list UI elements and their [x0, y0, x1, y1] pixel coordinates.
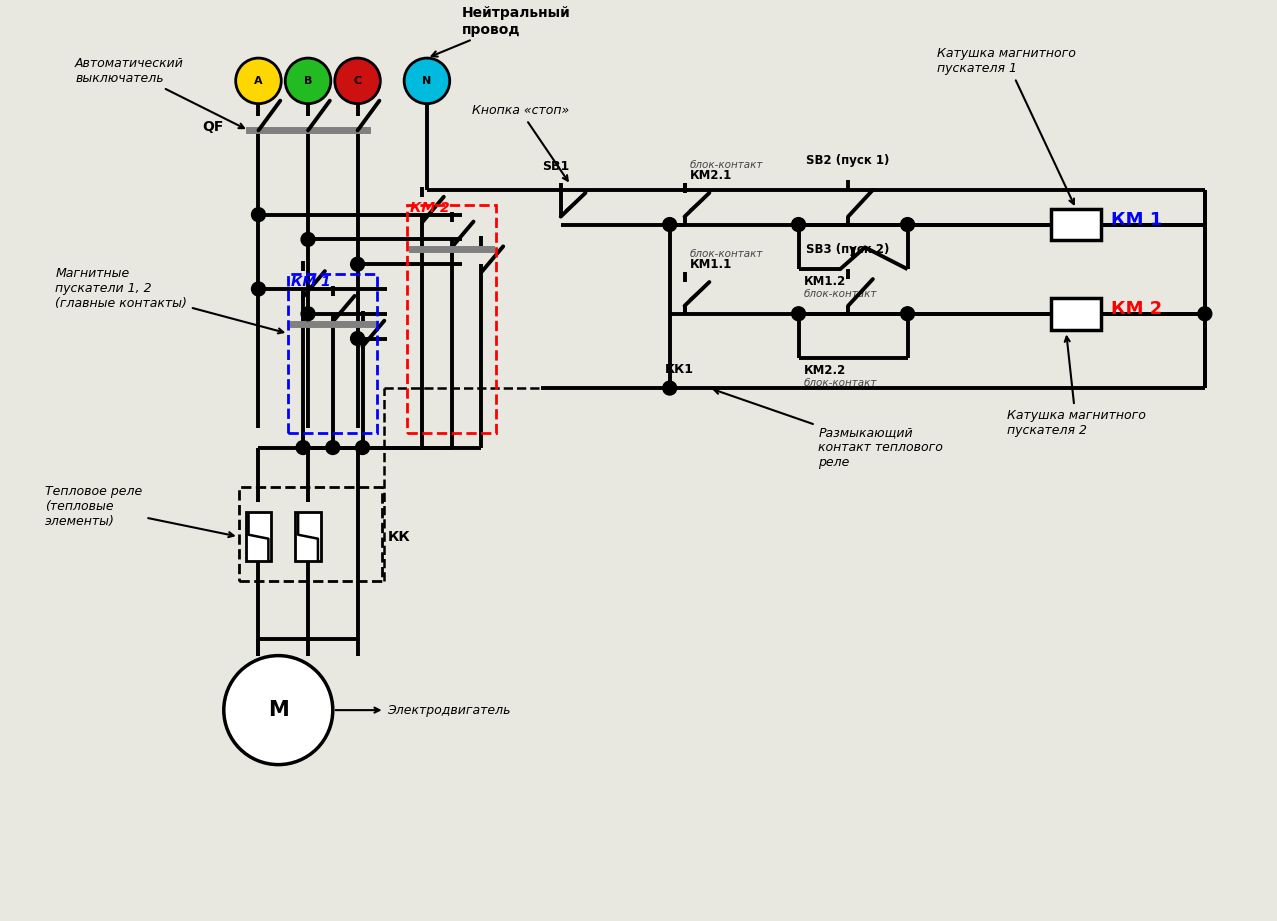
Text: КМ 2: КМ 2 — [1111, 300, 1162, 318]
Circle shape — [296, 440, 310, 454]
Circle shape — [223, 656, 333, 764]
Text: Катушка магнитного
пускателя 2: Катушка магнитного пускателя 2 — [1006, 337, 1145, 437]
Circle shape — [404, 58, 450, 104]
Circle shape — [326, 440, 340, 454]
Circle shape — [351, 332, 364, 345]
Circle shape — [900, 217, 914, 231]
Circle shape — [335, 58, 381, 104]
Text: Кнопка «стоп»: Кнопка «стоп» — [471, 104, 568, 181]
Text: Тепловое реле
(тепловые
элементы): Тепловое реле (тепловые элементы) — [46, 485, 234, 537]
Bar — [289, 274, 378, 433]
Text: КК1: КК1 — [665, 363, 695, 376]
Circle shape — [663, 217, 677, 231]
Text: М: М — [268, 700, 289, 720]
Text: блок-контакт: блок-контакт — [690, 160, 762, 170]
Circle shape — [355, 440, 369, 454]
Circle shape — [351, 257, 364, 271]
Text: SB1: SB1 — [543, 160, 570, 173]
Text: A: A — [254, 76, 263, 86]
Bar — [239, 487, 382, 581]
Circle shape — [252, 208, 266, 222]
Bar — [295, 512, 321, 562]
Text: Нейтральный
провод: Нейтральный провод — [432, 6, 571, 56]
Circle shape — [792, 307, 806, 321]
Text: SB3 (пуск 2): SB3 (пуск 2) — [806, 243, 890, 256]
Bar — [1051, 297, 1101, 330]
Text: Электродвигатель: Электродвигатель — [336, 704, 511, 717]
Bar — [245, 512, 271, 562]
Circle shape — [285, 58, 331, 104]
Text: КМ2.1: КМ2.1 — [690, 169, 732, 182]
Circle shape — [301, 307, 315, 321]
Circle shape — [792, 217, 806, 231]
Bar — [1051, 209, 1101, 240]
Circle shape — [252, 282, 266, 296]
Text: N: N — [423, 76, 432, 86]
Text: SB2 (пуск 1): SB2 (пуск 1) — [806, 154, 890, 167]
Text: КК: КК — [387, 530, 410, 543]
Text: QF: QF — [203, 121, 223, 134]
Text: КМ1.1: КМ1.1 — [690, 258, 732, 271]
Text: блок-контакт: блок-контакт — [803, 379, 877, 388]
Circle shape — [301, 232, 315, 246]
Text: блок-контакт: блок-контакт — [690, 250, 762, 259]
Circle shape — [1198, 307, 1212, 321]
Text: B: B — [304, 76, 312, 86]
Circle shape — [663, 381, 677, 395]
Text: КМ 2: КМ 2 — [410, 201, 450, 215]
Text: блок-контакт: блок-контакт — [803, 289, 877, 299]
Text: КМ 1: КМ 1 — [291, 275, 331, 289]
Bar — [407, 204, 497, 433]
Text: C: C — [354, 76, 361, 86]
Text: Катушка магнитного
пускателя 1: Катушка магнитного пускателя 1 — [937, 47, 1077, 204]
Text: КМ 1: КМ 1 — [1111, 211, 1162, 228]
Text: КМ1.2: КМ1.2 — [803, 274, 845, 287]
Text: Магнитные
пускатели 1, 2
(главные контакты): Магнитные пускатели 1, 2 (главные контак… — [55, 267, 283, 333]
Text: Размыкающий
контакт теплового
реле: Размыкающий контакт теплового реле — [714, 389, 944, 469]
Text: КМ2.2: КМ2.2 — [803, 364, 845, 377]
Circle shape — [236, 58, 281, 104]
Circle shape — [900, 307, 914, 321]
Text: Автоматический
выключатель: Автоматический выключатель — [75, 57, 244, 128]
